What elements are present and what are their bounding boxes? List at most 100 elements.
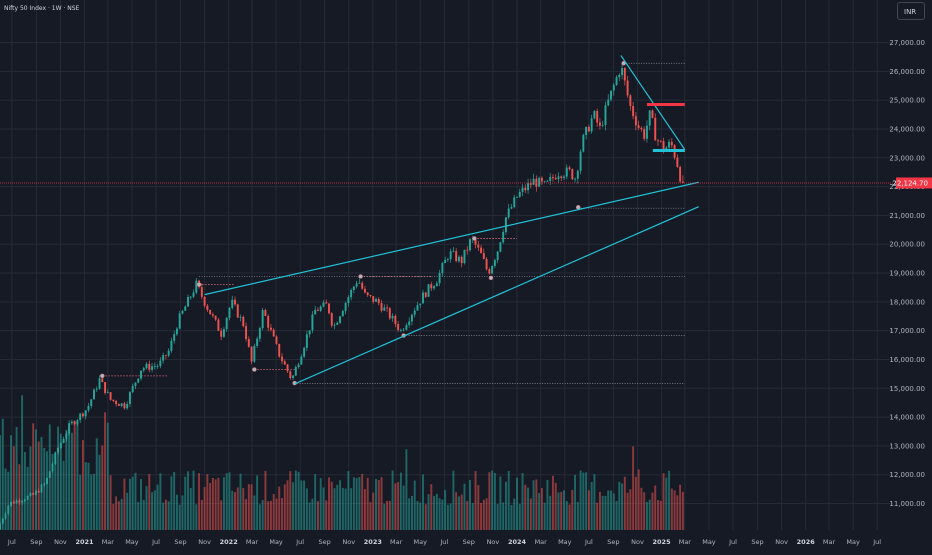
candle-body <box>123 403 126 409</box>
volume-bar <box>7 471 10 530</box>
trendline[interactable] <box>204 181 699 296</box>
candle-body <box>65 433 68 440</box>
candle-body <box>402 329 405 331</box>
candle-body <box>195 280 198 293</box>
candle-body <box>37 490 40 493</box>
candle-body <box>383 307 386 311</box>
volume-bar <box>283 484 286 530</box>
volume-bar <box>366 477 369 530</box>
candle-body <box>629 95 632 106</box>
volume-bar <box>446 504 449 530</box>
volume-bar <box>104 412 107 530</box>
volume-bar <box>466 501 469 530</box>
x-axis-label: Sep <box>607 538 619 546</box>
candle-body <box>234 299 236 305</box>
candle-body <box>264 310 267 316</box>
candle-body <box>339 316 342 323</box>
candle-body <box>117 404 120 406</box>
candle-body <box>21 501 24 503</box>
volume-bar <box>98 454 101 530</box>
pivot-point <box>472 236 477 241</box>
volume-bar <box>535 479 538 530</box>
volume-bar <box>253 495 256 530</box>
candle-body <box>162 355 165 361</box>
candle-body <box>596 111 599 123</box>
currency-button[interactable]: INR <box>897 2 925 20</box>
x-axis-label: Nov <box>487 538 500 546</box>
candle-body <box>308 330 311 335</box>
volume-bar <box>643 492 646 530</box>
volume-bar <box>397 482 400 530</box>
volume-bar <box>236 487 239 530</box>
x-axis-label: Sep <box>463 538 475 546</box>
volume-bar <box>449 503 452 530</box>
volume-bar <box>532 480 535 530</box>
volume-bar <box>419 502 422 530</box>
candle-body <box>527 183 530 191</box>
y-axis-label: 14,000.00 <box>889 414 925 422</box>
candle-body <box>538 177 541 187</box>
candle-body <box>300 356 303 365</box>
candle-body <box>466 249 469 251</box>
candle-body <box>405 325 408 330</box>
volume-bar <box>21 395 24 530</box>
candle-body <box>441 263 444 273</box>
candle-body <box>228 307 231 318</box>
trendline[interactable] <box>620 55 685 150</box>
y-axis-label: 24,000.00 <box>889 125 925 133</box>
candle-body <box>34 490 37 495</box>
volume-bar <box>167 501 170 530</box>
volume-bar <box>375 478 377 530</box>
y-axis-label: 13,000.00 <box>889 442 925 450</box>
candle-body <box>380 303 383 311</box>
x-axis-label: May <box>414 538 428 546</box>
candle-body <box>502 232 505 243</box>
x-axis-label: Jul <box>872 538 881 546</box>
candle-body <box>513 197 516 208</box>
candle-body <box>422 292 424 304</box>
candle-body <box>93 389 95 400</box>
volume-bar <box>422 474 424 530</box>
volume-bar <box>361 473 364 530</box>
candle-body <box>101 378 104 383</box>
volume-bar <box>217 477 220 530</box>
volume-bar <box>339 480 342 530</box>
candle-body <box>311 314 314 331</box>
volume-bar <box>471 502 474 530</box>
candle-body <box>654 117 657 141</box>
volume-bar <box>551 475 554 530</box>
volume-bar <box>308 502 311 530</box>
volume-bar <box>4 468 7 530</box>
volume-bar <box>659 500 662 530</box>
volume-bar <box>634 476 637 530</box>
candle-body <box>488 269 491 274</box>
candle-body <box>18 500 21 503</box>
volume-bar <box>164 499 167 530</box>
candle-body <box>623 67 626 81</box>
volume-bar <box>455 492 458 530</box>
candle-body <box>76 420 79 425</box>
volume-bar <box>267 501 270 530</box>
candle-body <box>540 177 543 182</box>
volume-bar <box>231 490 234 530</box>
volume-bar <box>441 499 444 530</box>
volume-bar <box>452 470 455 530</box>
candle-body <box>325 302 328 304</box>
volume-bar <box>391 470 394 530</box>
volume-bar <box>568 504 571 530</box>
volume-bar <box>62 460 65 530</box>
volume-bar <box>59 433 62 530</box>
x-axis-label: Nov <box>342 538 355 546</box>
candle-body <box>253 345 256 362</box>
volume-bar <box>29 446 32 530</box>
volume-bar <box>582 472 585 530</box>
candle-body <box>225 317 228 330</box>
volume-bar <box>477 485 480 530</box>
trendline[interactable] <box>294 206 699 385</box>
volume-bar <box>612 493 615 530</box>
volume-bar <box>319 478 322 530</box>
pivot-point <box>358 274 363 279</box>
